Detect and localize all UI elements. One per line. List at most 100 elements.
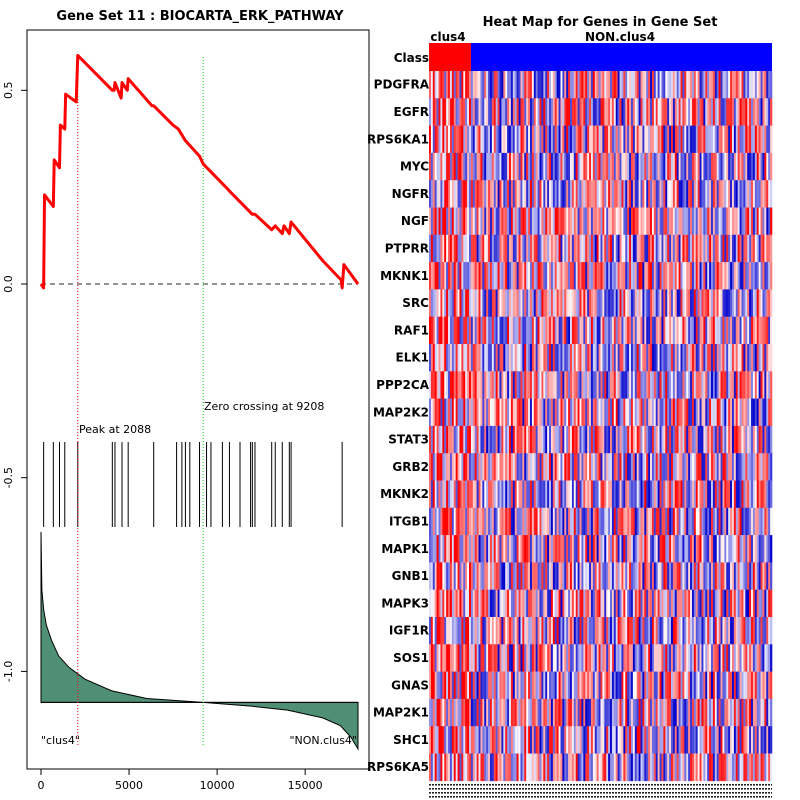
heatmap-cell <box>575 644 578 672</box>
heatmap-cell <box>669 125 672 154</box>
heatmap-cell <box>608 671 611 700</box>
gene-label: GNB1 <box>392 569 429 583</box>
heatmap-cell <box>564 726 567 754</box>
heatmap-cell <box>701 425 704 454</box>
heatmap-cell <box>636 671 639 700</box>
heatmap-cell <box>579 180 582 208</box>
heatmap-cell <box>737 617 740 645</box>
heatmap-cell <box>467 698 470 727</box>
heatmap-cell <box>655 589 658 618</box>
heatmap-cell <box>516 589 519 618</box>
heatmap-cell <box>623 425 626 454</box>
heatmap-cell <box>749 152 752 181</box>
heatmap-cell <box>482 644 485 672</box>
heatmap-cell <box>469 152 472 181</box>
heatmap-cell <box>600 507 603 536</box>
heatmap-cell <box>770 480 773 509</box>
heatmap-cell <box>514 644 517 672</box>
heatmap-cell <box>436 398 439 427</box>
heatmap-cell <box>722 507 725 536</box>
heatmap-cell <box>741 125 744 154</box>
heatmap-cell <box>448 180 451 208</box>
heatmap-cell <box>448 371 451 399</box>
heatmap-cell <box>741 180 744 208</box>
heatmap-cell <box>489 453 493 481</box>
heatmap-cell <box>651 726 655 754</box>
heatmap-cell <box>728 180 731 208</box>
heatmap-cell <box>587 316 590 345</box>
heatmap-cell <box>484 262 487 290</box>
heatmap-cell <box>552 234 556 263</box>
heatmap-cell <box>718 207 721 236</box>
heatmap-cell <box>480 562 483 590</box>
heatmap-cell <box>446 207 449 236</box>
heatmap-cell <box>592 507 596 536</box>
heatmap-cell <box>533 425 537 454</box>
heatmap-cell <box>613 125 617 154</box>
heatmap-cell <box>697 371 700 399</box>
heatmap-cell <box>699 562 702 590</box>
heatmap-cell <box>448 234 451 263</box>
heatmap-cell <box>735 644 738 672</box>
heatmap-cell <box>476 535 479 563</box>
heatmap-cell <box>470 726 474 754</box>
heatmap-cell <box>537 698 540 727</box>
heatmap-cell <box>583 617 586 645</box>
heatmap-cell <box>526 453 529 481</box>
heatmap-cell <box>503 753 506 782</box>
heatmap-cell <box>446 726 449 754</box>
heatmap-cell <box>686 753 689 782</box>
heatmap-cell <box>699 71 702 99</box>
heatmap-cell <box>467 234 470 263</box>
heatmap-cell <box>703 125 706 154</box>
heatmap-cell <box>602 262 605 290</box>
heatmap-cell <box>653 698 657 727</box>
heatmap-cell <box>570 71 573 99</box>
heatmap-cell <box>768 480 771 509</box>
heatmap-cell <box>520 289 523 317</box>
heatmap-cell <box>611 453 615 481</box>
heatmap-cell <box>507 507 510 536</box>
heatmap-cell <box>602 180 605 208</box>
heatmap-cell <box>728 698 731 727</box>
heatmap-cell <box>756 289 759 317</box>
heatmap-cell <box>451 344 455 372</box>
heatmap-row <box>429 480 773 509</box>
heatmap-cell <box>547 207 550 236</box>
heatmap-cell <box>478 753 481 782</box>
heatmap-cell <box>566 753 569 782</box>
heatmap-cell <box>503 398 506 427</box>
heatmap-cell <box>514 398 517 427</box>
heatmap-cell <box>642 98 645 126</box>
heatmap-cell <box>507 71 510 99</box>
heatmap-cell <box>518 671 521 700</box>
heatmap-cell <box>676 289 679 317</box>
heatmap-cell <box>446 535 449 563</box>
heatmap-cell <box>581 152 584 181</box>
heatmap-cell <box>514 726 517 754</box>
heatmap-cell <box>752 316 756 345</box>
heatmap-cell <box>589 644 592 672</box>
heatmap-cell <box>663 371 666 399</box>
heatmap-cell <box>581 644 584 672</box>
heatmap-cell <box>509 234 512 263</box>
heatmap-cell <box>558 316 561 345</box>
heatmap-cell <box>581 507 584 536</box>
heatmap-cell <box>724 617 727 645</box>
heatmap-cell <box>625 589 628 618</box>
heatmap-cell <box>451 562 455 590</box>
heatmap-cell <box>531 425 535 454</box>
heatmap-cell <box>642 535 645 563</box>
heatmap-cell <box>451 152 455 181</box>
heatmap-cell <box>543 589 546 618</box>
heatmap-cell <box>642 453 645 481</box>
heatmap-cell <box>432 726 436 754</box>
heatmap-cell <box>726 698 729 727</box>
heatmap-cell <box>499 753 502 782</box>
heatmap-cell <box>474 125 477 154</box>
heatmap-cell <box>568 589 571 618</box>
heatmap-cell <box>751 617 754 645</box>
heatmap-cell <box>671 289 674 317</box>
heatmap-cell <box>566 289 569 317</box>
heatmap-cell <box>642 425 645 454</box>
